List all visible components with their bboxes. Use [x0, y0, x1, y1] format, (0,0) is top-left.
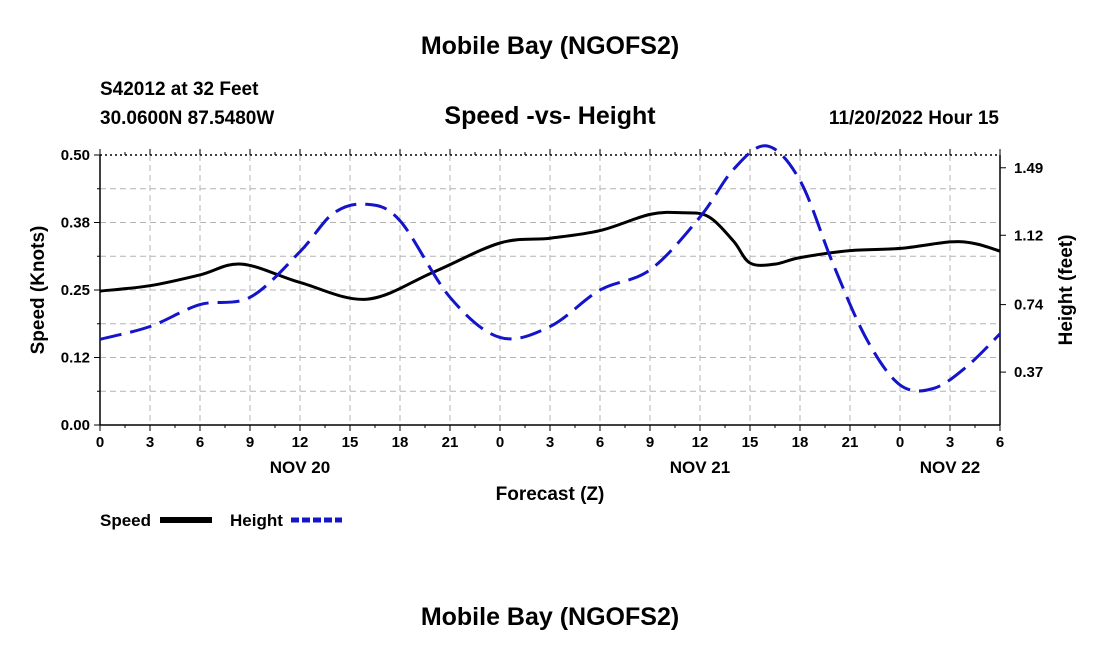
y2-axis-label: Height (feet): [1056, 235, 1077, 346]
x-tick-label: 21: [842, 434, 859, 451]
x-tick-label: 18: [792, 434, 809, 451]
x-tick-label: 3: [946, 434, 954, 451]
x-tick-label: 6: [996, 434, 1004, 451]
station-label: S42012 at 32 Feet: [100, 79, 259, 100]
plot-area: 0 3 6 9 12 15 18 21 0 3 6 9 12 15 18 21 0 3 6 0.00 0.12 0.25 0…: [61, 144, 1044, 477]
y-tick-label: 0.12: [61, 350, 90, 367]
x-tick-label: 15: [342, 434, 359, 451]
x-tick-label: 18: [392, 434, 409, 451]
footer-title: Mobile Bay (NGOFS2): [421, 603, 679, 631]
legend-height-label: Height: [230, 511, 283, 530]
x-tick-label: 6: [196, 434, 204, 451]
y2-tick-label: 0.37: [1014, 364, 1043, 381]
x-tick-label: 9: [246, 434, 254, 451]
date-label: NOV 21: [670, 458, 730, 477]
series-height-line: [99, 144, 1002, 393]
x-tick-label: 12: [692, 434, 709, 451]
x-tick-label: 6: [596, 434, 604, 451]
legend: Speed Height: [100, 511, 342, 530]
x-tick-label: 0: [896, 434, 904, 451]
x-tick-label: 9: [646, 434, 654, 451]
date-label: NOV 20: [270, 458, 330, 477]
y-tick-label: 0.50: [61, 147, 90, 164]
coords-label: 30.0600N 87.5480W: [100, 108, 274, 129]
page-title: Mobile Bay (NGOFS2): [421, 32, 679, 60]
y2-tick-label: 1.12: [1014, 227, 1043, 244]
datetime-label: 11/20/2022 Hour 15: [829, 108, 999, 129]
x-tick-label: 3: [546, 434, 554, 451]
x-tick-label: 15: [742, 434, 759, 451]
y-tick-label: 0.38: [61, 215, 90, 232]
x-tick-label: 12: [292, 434, 309, 451]
x-tick-label: 21: [442, 434, 459, 451]
y2-tick-label: 1.49: [1014, 160, 1043, 177]
series-speed-line: [99, 210, 1001, 301]
x-axis-label: Forecast (Z): [496, 484, 605, 505]
date-label: NOV 22: [920, 458, 980, 477]
y-axis-label: Speed (Knots): [28, 226, 49, 355]
chart-title: Speed -vs- Height: [444, 102, 656, 130]
y-tick-label: 0.25: [61, 282, 90, 299]
x-tick-label: 0: [96, 434, 104, 451]
x-tick-label: 0: [496, 434, 504, 451]
legend-speed-label: Speed: [100, 511, 151, 530]
y2-tick-label: 0.74: [1014, 297, 1044, 314]
y-tick-label: 0.00: [61, 417, 90, 434]
x-tick-label: 3: [146, 434, 154, 451]
